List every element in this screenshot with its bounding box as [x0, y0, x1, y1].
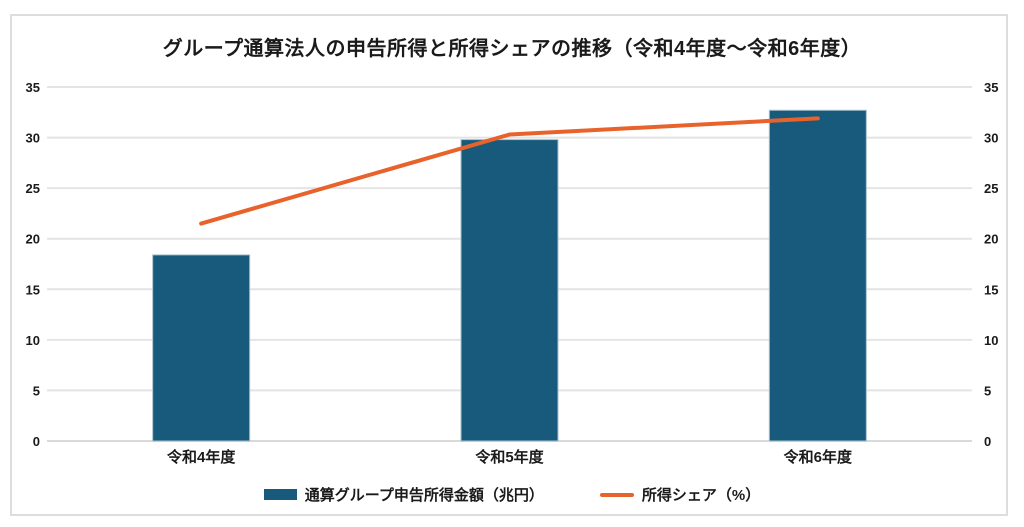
- legend-item-bar-series: 通算グループ申告所得金額（兆円）: [263, 484, 544, 505]
- left-axis-tick-label: 25: [26, 181, 40, 196]
- right-axis-tick-label: 25: [984, 181, 998, 196]
- right-axis-tick-label: 15: [984, 282, 998, 297]
- left-axis-tick-label: 20: [26, 232, 40, 247]
- line-series-path: [199, 116, 820, 226]
- left-axis-tick-label: 5: [33, 383, 40, 398]
- x-axis-category-label: 令和6年度: [784, 448, 853, 466]
- right-axis-tick-label: 30: [984, 131, 998, 146]
- right-axis-tick-label: 35: [984, 80, 998, 95]
- bar-series-swatch-icon: [263, 489, 297, 500]
- right-axis-tick-label: 0: [984, 434, 991, 449]
- x-axis-category-label: 令和4年度: [167, 448, 236, 466]
- right-axis-tick-label: 5: [984, 383, 991, 398]
- left-axis-tick-label: 15: [26, 282, 40, 297]
- left-axis-tick-label: 0: [33, 434, 40, 449]
- line-series-label: 所得シェア（%）: [641, 487, 761, 504]
- left-axis-tick-label: 35: [26, 80, 40, 95]
- bar-令和6年度: [768, 109, 867, 442]
- x-axis-category-label: 令和5年度: [475, 448, 544, 466]
- right-axis-tick-label: 10: [984, 333, 998, 348]
- legend-item-line-series: 所得シェア（%）: [599, 484, 761, 505]
- line-series-swatch-icon: [599, 492, 634, 497]
- right-axis-tick-label: 20: [984, 232, 998, 247]
- chart-title: グループ通算法人の申告所得と所得シェアの推移（令和4年度～令和6年度）: [162, 38, 862, 60]
- legend: 通算グループ申告所得金額（兆円） 所得シェア（%）: [0, 484, 1024, 505]
- left-axis-tick-label: 30: [26, 131, 40, 146]
- bar-令和5年度: [460, 139, 559, 442]
- bar-令和4年度: [152, 254, 251, 442]
- bar-series-label: 通算グループ申告所得金額（兆円）: [304, 487, 544, 504]
- left-axis-tick-label: 10: [26, 333, 40, 348]
